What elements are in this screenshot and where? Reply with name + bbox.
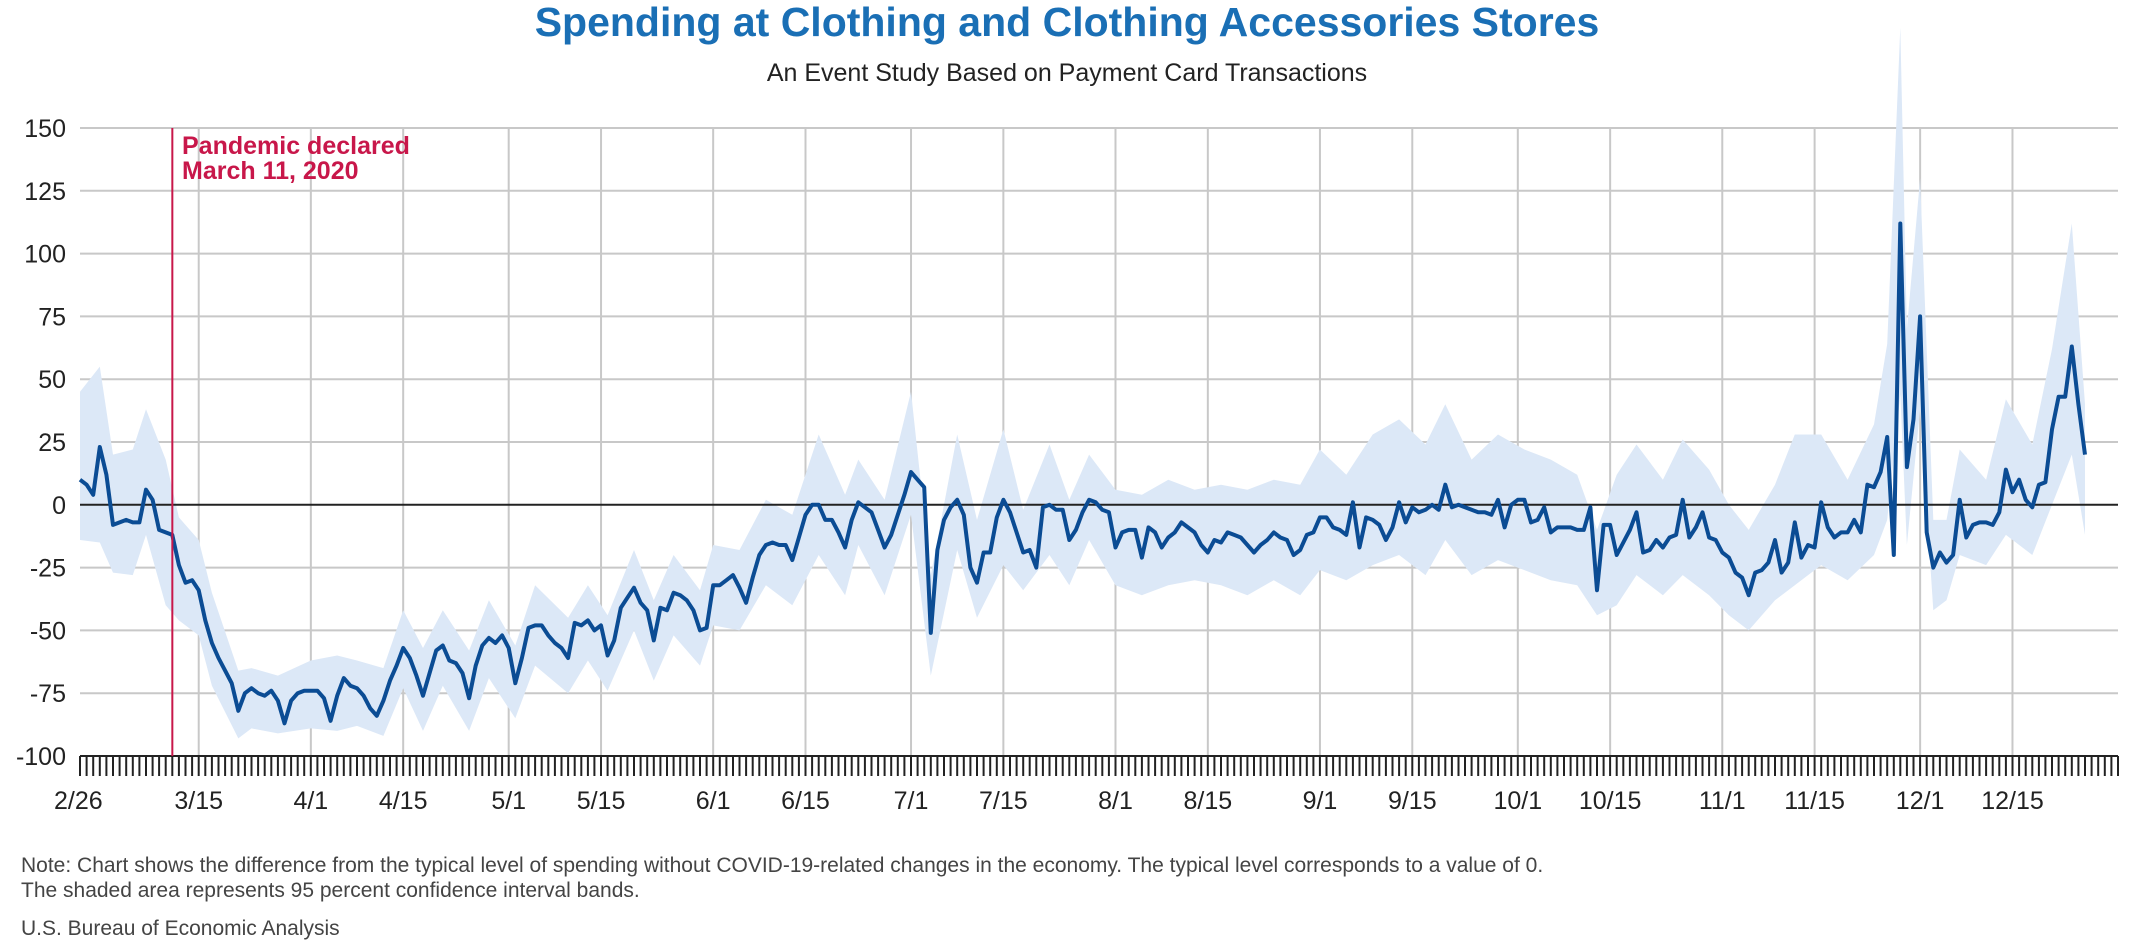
- x-tick-label: 12/1: [1896, 787, 1945, 815]
- confidence-band-layer: [80, 27, 2085, 739]
- y-tick-label: 125: [24, 178, 66, 206]
- x-tick-label: 12/15: [1981, 787, 2044, 815]
- chart-subtitle: An Event Study Based on Payment Card Tra…: [766, 59, 1368, 87]
- y-tick-label: -25: [30, 555, 66, 583]
- series-line: [78, 221, 2087, 726]
- x-tick-label: 8/15: [1183, 787, 1232, 815]
- x-tick-label: 11/15: [1784, 787, 1845, 815]
- x-tick-label: 9/1: [1303, 787, 1338, 815]
- y-tick-label: 150: [24, 115, 66, 143]
- y-tick-label: 25: [38, 429, 66, 457]
- x-tick-label: 3/15: [174, 787, 223, 815]
- pandemic-annotation-line1: Pandemic declared: [182, 132, 410, 160]
- y-tick-label: -75: [30, 680, 66, 708]
- x-tick-label: 10/15: [1579, 787, 1642, 815]
- series-line-layer: [78, 221, 2118, 726]
- x-tick-label: 11/1: [1699, 787, 1746, 815]
- chart-note-line2: The shaded area represents 95 percent co…: [21, 879, 640, 902]
- x-tick-label: 6/1: [696, 787, 731, 815]
- y-tick-label: 0: [52, 492, 66, 520]
- x-tick-label: 8/1: [1098, 787, 1133, 815]
- x-tick-label: 4/15: [379, 787, 428, 815]
- x-tick-label: 7/15: [979, 787, 1028, 815]
- x-tick-label: 5/1: [491, 787, 526, 815]
- x-tick-label: 7/1: [894, 787, 929, 815]
- chart-note-line1: Note: Chart shows the difference from th…: [21, 854, 1544, 877]
- x-tick-label: 10/1: [1493, 787, 1542, 815]
- source-credit: U.S. Bureau of Economic Analysis: [21, 917, 340, 940]
- x-tick-label: 2/26: [54, 787, 103, 815]
- y-tick-label: -100: [16, 743, 66, 771]
- pandemic-annotation-line2: March 11, 2020: [182, 157, 359, 185]
- confidence-band: [80, 27, 2085, 739]
- chart-title: Spending at Clothing and Clothing Access…: [534, 0, 1600, 45]
- x-axis-day-ticks: [79, 756, 2119, 776]
- y-tick-label: -50: [30, 617, 66, 645]
- x-tick-label: 9/15: [1388, 787, 1437, 815]
- x-tick-label: 6/15: [781, 787, 830, 815]
- x-tick-label: 4/1: [293, 787, 328, 815]
- pandemic-marker: Pandemic declared March 11, 2020: [171, 128, 410, 756]
- y-tick-label: 100: [24, 241, 66, 269]
- y-tick-label: 75: [38, 303, 66, 331]
- x-tick-label: 5/15: [577, 787, 626, 815]
- y-tick-label: 50: [38, 366, 66, 394]
- axis-layer: 150 125 100 75 50 25 0 -25 -50 -75 -100 2/26 3/15 4/1…: [16, 115, 2119, 815]
